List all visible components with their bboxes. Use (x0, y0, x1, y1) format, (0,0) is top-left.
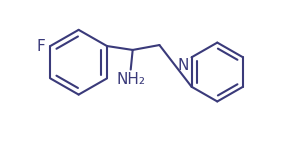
Text: NH₂: NH₂ (116, 72, 145, 87)
Text: F: F (37, 39, 45, 54)
Text: N: N (177, 58, 189, 73)
